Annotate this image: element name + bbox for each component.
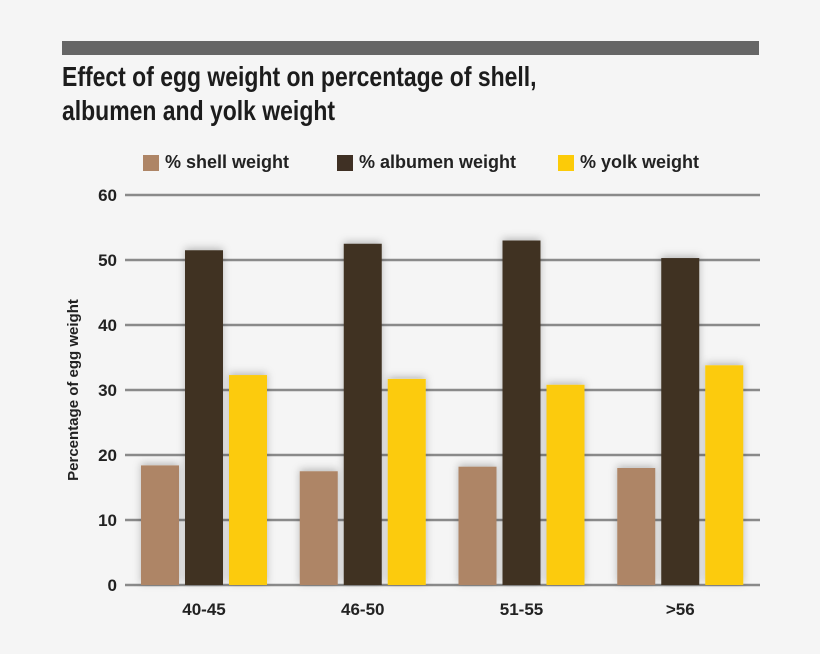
legend: % shell weight % albumen weight % yolk w… — [0, 152, 820, 176]
title-line-1: Effect of egg weight on percentage of sh… — [62, 61, 537, 92]
y-tick-label: 0 — [108, 576, 117, 595]
legend-item-yolk: % yolk weight — [558, 152, 699, 173]
y-tick-label: 40 — [98, 316, 117, 335]
y-tick-label: 30 — [98, 381, 117, 400]
bar-yolk-weight — [546, 384, 585, 585]
x-tick-label: 51-55 — [500, 600, 543, 619]
legend-label: % yolk weight — [580, 152, 700, 172]
bar-albumen-weight — [502, 240, 541, 585]
bar-yolk-weight — [387, 378, 426, 585]
bar-shell-weight — [458, 466, 497, 585]
y-tick-label: 10 — [98, 511, 117, 530]
header-bar — [62, 41, 759, 55]
y-tick-label: 20 — [98, 446, 117, 465]
legend-swatch — [558, 154, 574, 171]
legend-label: % shell weight — [165, 152, 290, 172]
title-line-2: albumen and yolk weight — [62, 95, 336, 126]
bar-albumen-weight — [343, 243, 382, 585]
legend-item-albumen: % albumen weight — [337, 152, 516, 173]
x-tick-label: >56 — [666, 600, 695, 619]
chart-title: Effect of egg weight on percentage of sh… — [62, 60, 685, 128]
bar-yolk-weight — [229, 375, 267, 585]
bar-albumen-weight — [661, 258, 700, 585]
bar-shell-weight — [141, 465, 179, 585]
y-tick-label: 60 — [98, 186, 117, 205]
x-tick-label: 46-50 — [341, 600, 384, 619]
legend-swatch — [337, 154, 353, 171]
bar-shell-weight — [617, 468, 656, 585]
bar-shell-weight — [299, 471, 338, 585]
legend-swatch — [143, 154, 159, 171]
bar-albumen-weight — [185, 250, 223, 585]
legend-label: % albumen weight — [359, 152, 517, 172]
y-tick-label: 50 — [98, 251, 117, 270]
bar-yolk-weight — [705, 365, 744, 585]
y-axis-label: Percentage of egg weight — [65, 299, 82, 481]
legend-item-shell: % shell weight — [143, 152, 289, 173]
x-tick-label: 40-45 — [182, 600, 225, 619]
